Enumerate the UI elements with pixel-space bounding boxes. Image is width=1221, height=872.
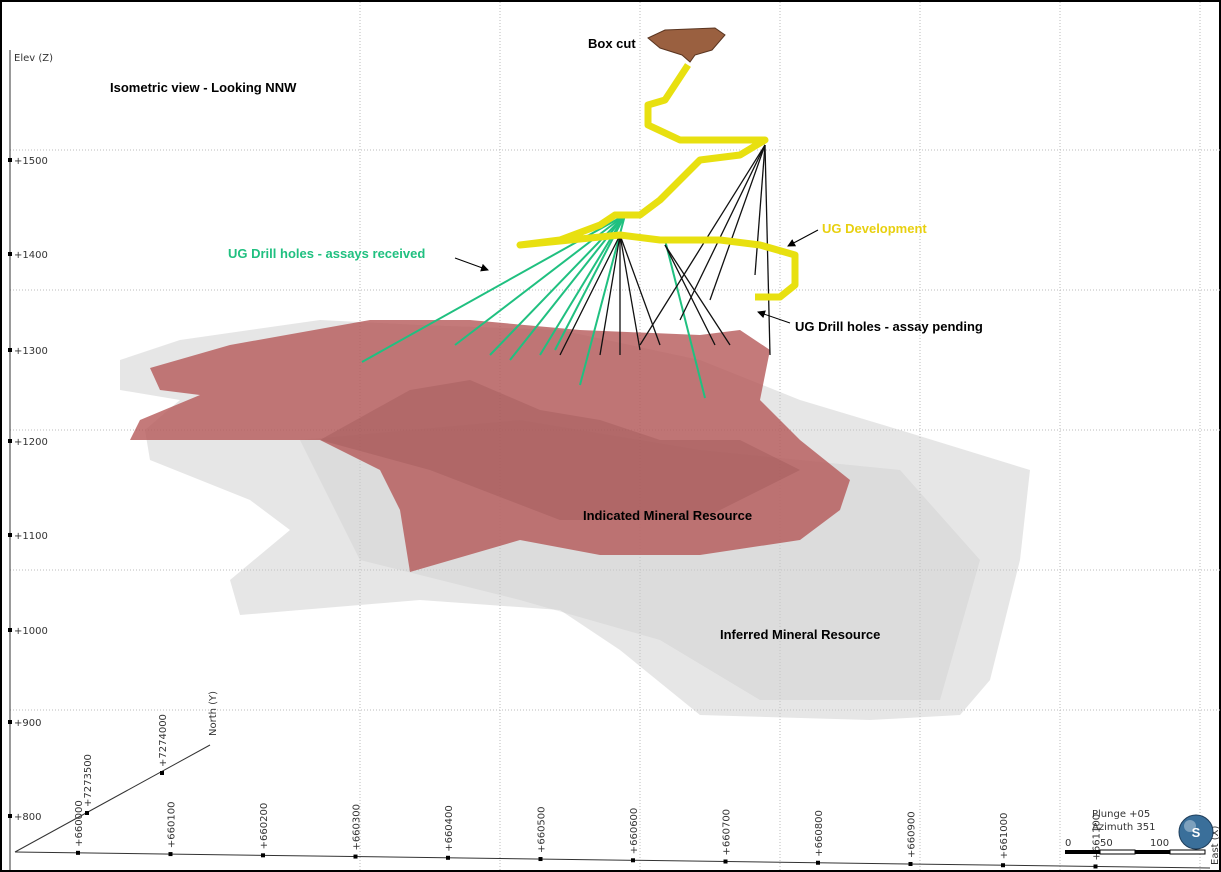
east-tick: [261, 853, 265, 858]
north-label: +7274000: [158, 714, 169, 767]
east-tick: [168, 852, 173, 857]
elevation-tick: [8, 439, 12, 443]
elevation-label: +1400: [14, 250, 48, 261]
arrows: [454, 229, 819, 324]
east-label: +660500: [537, 806, 548, 853]
east-label: +660000: [74, 800, 85, 847]
east-label: +661100: [1092, 814, 1103, 861]
east-axis-line: [14, 851, 1211, 869]
drill-pending-label: UG Drill holes - assay pending: [795, 319, 983, 334]
east-label: +661000: [999, 813, 1010, 860]
elevation-tick: [8, 533, 12, 537]
north-tick: [160, 771, 164, 775]
elevation-label: +1500: [14, 156, 48, 167]
drill-holes-pending: [559, 144, 771, 356]
elevation-label: +1100: [14, 531, 48, 542]
north-label: +7273500: [83, 754, 94, 807]
ug-development-label: UG Development: [822, 221, 927, 236]
elevation-label: +900: [14, 718, 41, 729]
ug-development: [516, 63, 799, 301]
east-label: +660900: [907, 811, 918, 858]
box-cut-label: Box cut: [588, 36, 636, 51]
north-tick: [85, 811, 89, 815]
elevation-tick: [8, 348, 12, 352]
east-tick: [631, 858, 635, 863]
east-tick: [76, 850, 80, 855]
view-title: Isometric view - Looking NNW: [110, 80, 297, 95]
elevation-label: +1200: [14, 437, 48, 448]
elevation-tick: [8, 252, 12, 256]
plunge: Plunge +05: [1092, 809, 1150, 820]
east-label: +660300: [352, 804, 363, 851]
east-tick: [538, 857, 543, 862]
east-tick: [353, 854, 358, 859]
east-label: +660600: [629, 808, 640, 855]
east-tick: [816, 860, 820, 865]
elevation-tick: [8, 158, 12, 162]
indicated-resource-shade: [320, 380, 800, 520]
north-axis-title: North (Y): [208, 691, 219, 736]
east-axis-title: East (X): [1210, 825, 1221, 865]
scale-label: 0: [1065, 838, 1071, 849]
axis-labels: +1500 +1400 +1300 +1200 +1100 +1000 +900 +800 +6…: [8, 156, 1204, 869]
elevation-tick: [8, 628, 12, 632]
east-tick: [723, 859, 728, 864]
indicated-resource: [130, 320, 850, 572]
east-tick: [446, 855, 450, 860]
scale-label: 100: [1150, 838, 1169, 849]
grid: [10, 2, 1220, 870]
east-tick: [908, 861, 913, 866]
east-label: +660100: [167, 802, 178, 849]
box-cut: [647, 27, 726, 63]
indicated-label: Indicated Mineral Resource: [583, 508, 752, 523]
elevation-label: +1300: [14, 346, 48, 357]
drill-received-label: UG Drill holes - assays received: [228, 246, 425, 261]
inferred-label: Inferred Mineral Resource: [720, 627, 880, 642]
compass-letter: S: [1192, 825, 1201, 840]
east-label: +660400: [444, 805, 455, 852]
east-tick: [1001, 863, 1005, 868]
scale-bar: [1065, 849, 1206, 855]
east-label: +660200: [259, 803, 270, 850]
elevation-label: +800: [14, 812, 41, 823]
east-tick: [1093, 864, 1098, 869]
scale-label: 50: [1100, 838, 1113, 849]
east-label: +660700: [722, 809, 733, 856]
north-axis-line: [14, 744, 211, 853]
elevation-label: +1000: [14, 626, 48, 637]
elevation-axis-title: Elev (Z): [14, 53, 53, 64]
compass: [1178, 814, 1214, 850]
compass-highlight: [1184, 820, 1196, 832]
azimuth: Azimuth 351: [1092, 822, 1155, 833]
east-label: +660800: [814, 810, 825, 857]
elevation-tick: [8, 720, 12, 724]
elevation-tick: [8, 814, 12, 818]
